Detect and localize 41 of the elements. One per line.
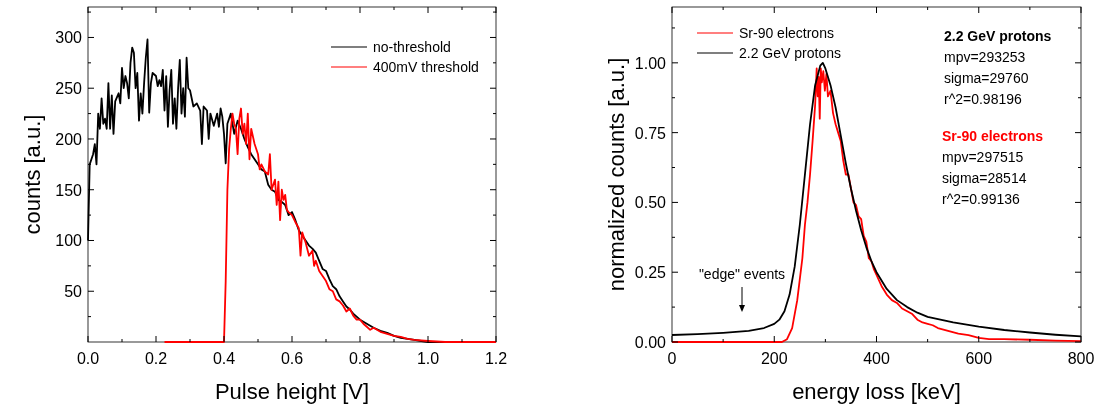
y-tick-label: 1.00 (634, 54, 667, 72)
legend-label: no-threshold (373, 39, 451, 55)
y-tick-label: 0.25 (634, 264, 667, 282)
annotation: mpv=297515 (942, 149, 1024, 165)
annotation: r^2=0.99136 (942, 191, 1021, 207)
x-tick-label: 400 (863, 350, 890, 367)
x-tick-label: 600 (965, 350, 993, 367)
y-tick-label: 250 (55, 80, 83, 98)
y-tick-label: 0.50 (634, 194, 667, 212)
x-tick-label: 0.2 (144, 350, 168, 367)
annotation: 2.2 GeV protons (944, 28, 1052, 44)
y-axis-title: normalized counts [a.u.] (604, 57, 629, 292)
x-tick-label: 0 (667, 350, 677, 367)
x-tick-label: 200 (760, 350, 788, 367)
y-tick-label: 50 (64, 283, 83, 301)
annotation: sigma=29760 (944, 70, 1029, 86)
x-tick-label: 0.6 (280, 350, 304, 367)
annotation: Sr-90 electrons (942, 128, 1044, 144)
line-series (163, 107, 497, 343)
x-tick-label: 0.0 (76, 350, 100, 367)
x-axis-title: Pulse height [V] (214, 379, 370, 404)
x-axis-title: energy loss [keV] (792, 379, 961, 404)
annotation: "edge" events (698, 266, 786, 282)
y-tick-label: 100 (55, 232, 83, 250)
y-tick-label: 300 (55, 29, 83, 47)
y-tick-label: 0.00 (634, 334, 667, 351)
x-tick-label: 800 (1067, 350, 1095, 367)
y-axis-title: counts [a.u.] (20, 114, 45, 235)
y-tick-label: 200 (55, 130, 83, 148)
legend-label: Sr-90 electrons (739, 25, 834, 41)
annotation: sigma=28514 (942, 170, 1027, 186)
x-tick-label: 1.2 (484, 350, 508, 367)
y-tick-label: 0.75 (634, 124, 667, 142)
x-tick-label: 1.0 (416, 350, 440, 367)
x-tick-label: 0.4 (212, 350, 236, 367)
legend-label: 2.2 GeV protons (739, 45, 841, 61)
annotation: r^2=0.98196 (944, 91, 1023, 107)
x-tick-label: 0.8 (348, 350, 372, 367)
y-tick-label: 150 (55, 181, 83, 199)
annotation: mpv=293253 (944, 49, 1026, 65)
legend-label: 400mV threshold (373, 59, 479, 75)
